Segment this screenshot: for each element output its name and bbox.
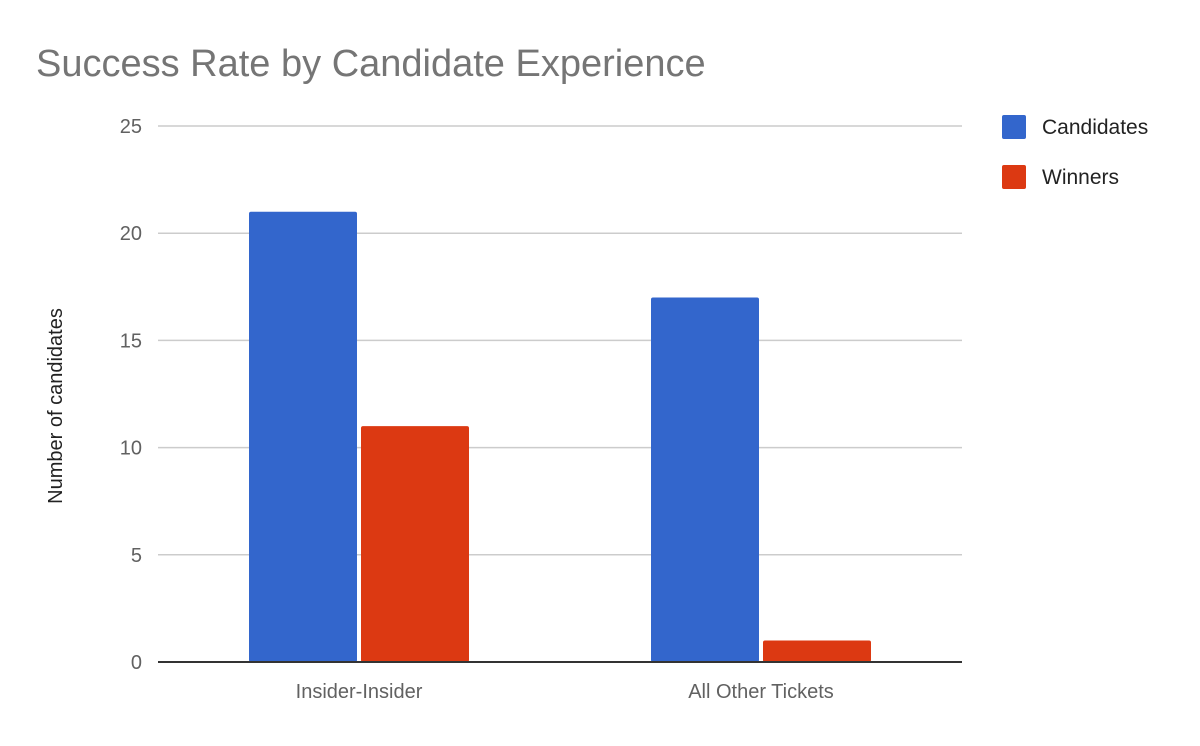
y-tick-label: 20 bbox=[120, 223, 142, 245]
chart-title: Success Rate by Candidate Experience bbox=[36, 43, 706, 85]
y-axis-ticks: 0 5 10 15 20 25 bbox=[120, 116, 142, 674]
y-tick-label: 25 bbox=[120, 116, 142, 138]
legend-item-winners[interactable]: Winners bbox=[1002, 165, 1119, 189]
legend-label: Winners bbox=[1042, 166, 1119, 189]
legend-label: Candidates bbox=[1042, 116, 1148, 139]
bars bbox=[249, 211, 871, 662]
y-tick-label: 10 bbox=[120, 438, 142, 460]
legend-swatch bbox=[1002, 115, 1026, 139]
bar-candidates-1[interactable] bbox=[249, 211, 357, 662]
y-tick-label: 5 bbox=[131, 545, 142, 567]
x-axis-ticks: Insider-Insider All Other Tickets bbox=[296, 681, 834, 703]
legend-item-candidates[interactable]: Candidates bbox=[1002, 115, 1148, 139]
x-tick-label: All Other Tickets bbox=[688, 681, 834, 703]
legend-swatch bbox=[1002, 165, 1026, 189]
x-tick-label: Insider-Insider bbox=[296, 681, 423, 703]
bar-winners-2[interactable] bbox=[763, 640, 871, 662]
bar-candidates-2[interactable] bbox=[651, 297, 759, 662]
y-axis-title: Number of candidates bbox=[45, 308, 67, 504]
y-tick-label: 0 bbox=[131, 652, 142, 674]
bar-winners-1[interactable] bbox=[361, 426, 469, 662]
legend[interactable]: Candidates Winners bbox=[1002, 115, 1148, 189]
y-tick-label: 15 bbox=[120, 330, 142, 352]
